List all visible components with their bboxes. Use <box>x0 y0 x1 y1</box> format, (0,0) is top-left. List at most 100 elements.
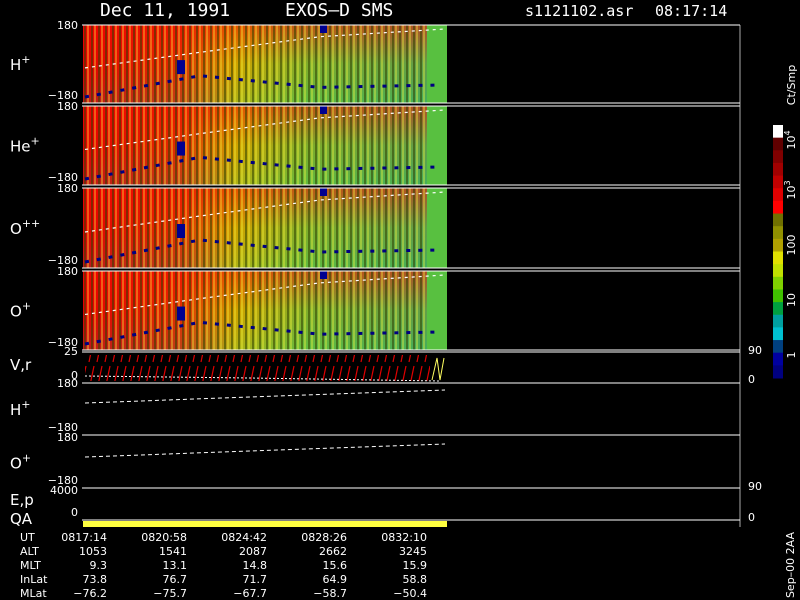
spectrogram-tail <box>427 271 447 350</box>
ion-charge: + <box>21 398 30 411</box>
axis-top: 180 <box>57 182 78 195</box>
row-label: MLat <box>20 587 47 600</box>
velocity-trace <box>85 355 430 381</box>
colorbar-cell <box>773 251 783 265</box>
pitch-trace <box>84 28 446 69</box>
content: Dec 11, 1991 EXOS–D SMS s1121102.asr 08:17:… <box>10 0 798 600</box>
row-label: InLat <box>20 573 48 586</box>
gap-block <box>320 188 327 196</box>
axis-right-top: 90 <box>748 480 762 493</box>
colorbar-label: 1 <box>785 352 798 359</box>
row-value: 2662 <box>319 545 347 558</box>
row-label: ALT <box>20 545 39 558</box>
colorbar-cell <box>773 314 783 328</box>
spectrogram-stripes <box>83 25 427 103</box>
colorbar-cell <box>773 200 783 215</box>
axis-bottom: −180 <box>48 421 78 434</box>
colorbar-cell <box>773 150 783 164</box>
colorbar-label: 104 <box>783 130 798 149</box>
row-value: 0817:14 <box>61 531 107 544</box>
axis-top: 180 <box>57 431 78 444</box>
row-value: −67.7 <box>233 587 267 600</box>
colorbar-cell <box>773 352 783 366</box>
ion-charge: + <box>22 300 31 313</box>
ion-label: H+ <box>10 398 31 419</box>
ion-name: O <box>10 303 22 321</box>
footer-code: Sep–00 2AA <box>784 531 797 598</box>
axis-right-top: 90 <box>748 344 762 357</box>
velocity-label: V,r <box>10 356 32 374</box>
ion-label: He+ <box>10 135 40 156</box>
colorbar-cell <box>773 365 783 379</box>
spectrogram-stripes <box>83 271 427 350</box>
gap-block <box>320 106 327 114</box>
ion-label: H+ <box>10 53 31 74</box>
colorbar-unit: Ct/Smp <box>785 65 798 105</box>
ion-charge: ++ <box>22 217 40 230</box>
ion-name: H <box>10 401 21 419</box>
row-value: 0828:26 <box>301 531 347 544</box>
ion-label: O+ <box>10 300 31 321</box>
ion-name: O <box>10 455 22 473</box>
axis-bottom: −180 <box>48 254 78 267</box>
colorbar-label: 10 <box>785 293 798 307</box>
label-exp: 4 <box>783 130 792 135</box>
row-value: 1541 <box>159 545 187 558</box>
ion-name: H <box>10 56 21 74</box>
colorbar-cell <box>773 175 783 189</box>
axis-top: 180 <box>57 19 78 32</box>
header-instrument: EXOS–D SMS <box>285 0 393 21</box>
row-value: 2087 <box>239 545 267 558</box>
spectrogram-tail <box>427 106 447 185</box>
row-label: MLT <box>20 559 41 572</box>
gap-block <box>177 306 185 321</box>
row-value: −76.2 <box>73 587 107 600</box>
colorbar-cell <box>773 162 783 177</box>
label-exp: 3 <box>783 180 792 185</box>
ion-charge: + <box>22 452 31 465</box>
axis-top: 25 <box>64 345 78 358</box>
velocity-line <box>84 375 441 382</box>
row-label: UT <box>20 531 35 544</box>
axis-bottom: 0 <box>71 506 78 519</box>
qa-bar <box>83 521 447 527</box>
ion-charge: + <box>31 135 40 148</box>
angle-trace <box>84 389 446 404</box>
row-value: 1053 <box>79 545 107 558</box>
row-value: 58.8 <box>403 573 428 586</box>
axis-top: 4000 <box>50 484 78 497</box>
ion-label: O++ <box>10 217 40 238</box>
label-base: 10 <box>785 136 798 150</box>
colorbar-label: 103 <box>783 180 798 199</box>
row-value: 73.8 <box>83 573 108 586</box>
colorbar-cell <box>773 327 783 341</box>
spectrogram-tail <box>427 188 447 268</box>
colorbar-cell <box>773 125 783 139</box>
label-base: 10 <box>785 293 798 307</box>
gap-block <box>320 25 327 33</box>
label-base: 10 <box>785 186 798 200</box>
axis-bottom: −180 <box>48 171 78 184</box>
axis-top: 180 <box>57 377 78 390</box>
ion-charge: + <box>21 53 30 66</box>
row-value: 3245 <box>399 545 427 558</box>
colorbar-label: 100 <box>785 235 798 256</box>
row-value: −75.7 <box>153 587 187 600</box>
row-value: 0832:10 <box>381 531 427 544</box>
row-value: 15.6 <box>323 559 348 572</box>
label-base: 100 <box>785 235 798 256</box>
colorbar-cell <box>773 340 783 354</box>
gap-block <box>320 271 327 279</box>
axis-right-bottom: 0 <box>748 373 755 386</box>
gap-block <box>177 141 185 156</box>
row-value: 14.8 <box>243 559 268 572</box>
row-value: 0820:58 <box>141 531 187 544</box>
gap-block <box>177 60 185 75</box>
ion-label: O+ <box>10 452 31 473</box>
spectrogram-tail <box>427 25 447 103</box>
pitch-trace <box>84 109 446 151</box>
row-value: 15.9 <box>403 559 428 572</box>
pitch-trace <box>84 274 446 316</box>
row-value: 71.7 <box>243 573 268 586</box>
